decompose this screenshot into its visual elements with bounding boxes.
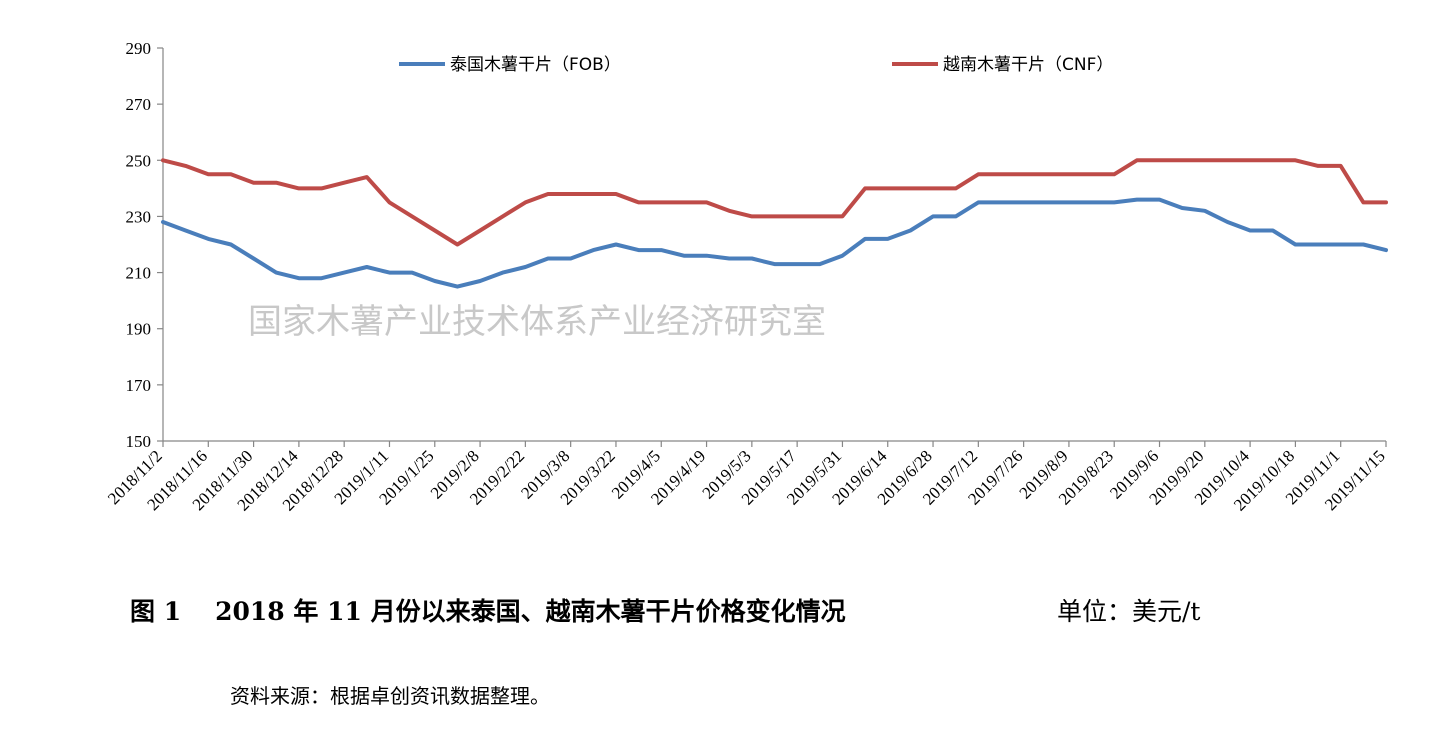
y-tick-label: 230: [126, 207, 152, 226]
legend: 泰国木薯干片（FOB） 越南木薯干片（CNF）: [399, 55, 1113, 75]
x-axis: 2018/11/22018/11/162018/11/302018/12/142…: [104, 440, 1389, 515]
figure-title: 2018 年 11 月份以来泰国、越南木薯干片价格变化情况: [215, 597, 846, 626]
figure-number: 图 1: [130, 597, 182, 626]
series-line: [161, 158, 1388, 247]
y-tick-label: 150: [126, 432, 152, 451]
figure-caption: 图 1 2018 年 11 月份以来泰国、越南木薯干片价格变化情况: [130, 592, 846, 628]
y-axis: 150 170 190 210 230 250 270 290: [126, 39, 164, 451]
legend-label: 泰国木薯干片（FOB）: [450, 55, 621, 75]
legend-label: 越南木薯干片（CNF）: [943, 55, 1113, 75]
y-tick-label: 190: [126, 320, 152, 339]
y-tick-label: 170: [126, 376, 152, 395]
y-tick-label: 210: [126, 264, 152, 283]
series-layer: [161, 158, 1388, 289]
series-line: [161, 197, 1388, 289]
price-line-chart: 150 170 190 210 230 250 270 290 2018/11/22018/1…: [104, 39, 1389, 515]
data-source-note: 资料来源：根据卓创资讯数据整理。: [230, 684, 550, 708]
watermark: 国家木薯产业技术体系产业经济研究室: [248, 302, 826, 342]
series-2: [161, 158, 1388, 247]
y-tick-label: 290: [126, 39, 152, 58]
y-tick-label: 250: [126, 151, 152, 170]
y-tick-label: 270: [126, 95, 152, 114]
series-1: [161, 197, 1388, 289]
unit-label: 单位：美元/t: [1057, 597, 1201, 626]
